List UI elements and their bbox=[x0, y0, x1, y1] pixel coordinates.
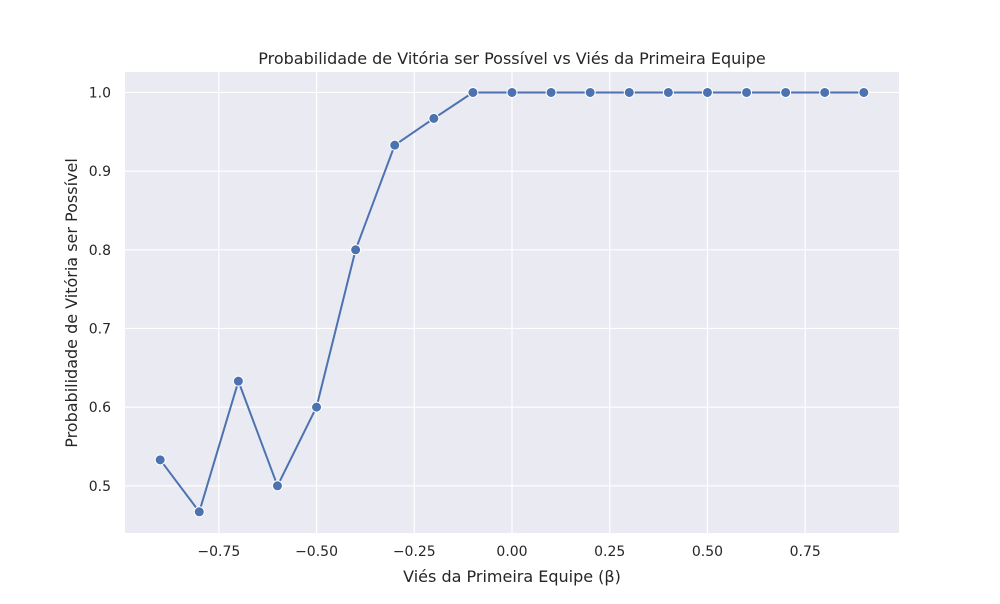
data-point bbox=[584, 86, 596, 98]
y-tick-label: 0.6 bbox=[89, 400, 111, 416]
data-point bbox=[858, 86, 870, 98]
data-point bbox=[780, 86, 792, 98]
data-point bbox=[232, 375, 244, 387]
data-point bbox=[545, 86, 557, 98]
x-tick-label: 0.75 bbox=[790, 544, 821, 560]
y-axis-ticks: 0.5 0.6 0.7 0.8 0.9 1.0 bbox=[89, 85, 111, 494]
chart-title: Probabilidade de Vitória ser Possível vs… bbox=[258, 49, 765, 68]
series-layer bbox=[154, 86, 870, 518]
data-point bbox=[819, 86, 831, 98]
y-tick-label: 0.8 bbox=[89, 243, 111, 259]
data-point bbox=[154, 454, 166, 466]
data-point bbox=[467, 86, 479, 98]
data-point bbox=[701, 86, 713, 98]
x-tick-label: 0.25 bbox=[594, 544, 625, 560]
data-point bbox=[506, 86, 518, 98]
data-point bbox=[741, 86, 753, 98]
y-tick-label: 1.0 bbox=[89, 85, 111, 101]
data-point bbox=[193, 506, 205, 518]
x-tick-label: −0.25 bbox=[393, 544, 436, 560]
x-grid bbox=[218, 72, 806, 533]
y-tick-label: 0.5 bbox=[89, 479, 111, 495]
x-tick-label: −0.50 bbox=[295, 544, 338, 560]
x-tick-label: 0.50 bbox=[692, 544, 723, 560]
data-point bbox=[271, 480, 283, 492]
y-tick-label: 0.7 bbox=[89, 321, 111, 337]
data-point bbox=[428, 112, 440, 124]
data-point bbox=[350, 244, 362, 256]
y-grid bbox=[125, 91, 899, 487]
x-axis-title: Viés da Primeira Equipe (β) bbox=[403, 567, 621, 586]
data-point bbox=[389, 139, 401, 151]
data-point bbox=[662, 86, 674, 98]
y-tick-label: 0.9 bbox=[89, 164, 111, 180]
data-point bbox=[311, 401, 323, 413]
y-axis-title: Probabilidade de Vitória ser Possível bbox=[62, 158, 81, 448]
data-point bbox=[623, 86, 635, 98]
x-tick-label: 0.00 bbox=[496, 544, 527, 560]
x-tick-label: −0.75 bbox=[197, 544, 240, 560]
x-axis-ticks: −0.75 −0.50 −0.25 0.00 0.25 0.50 0.75 bbox=[197, 544, 820, 560]
